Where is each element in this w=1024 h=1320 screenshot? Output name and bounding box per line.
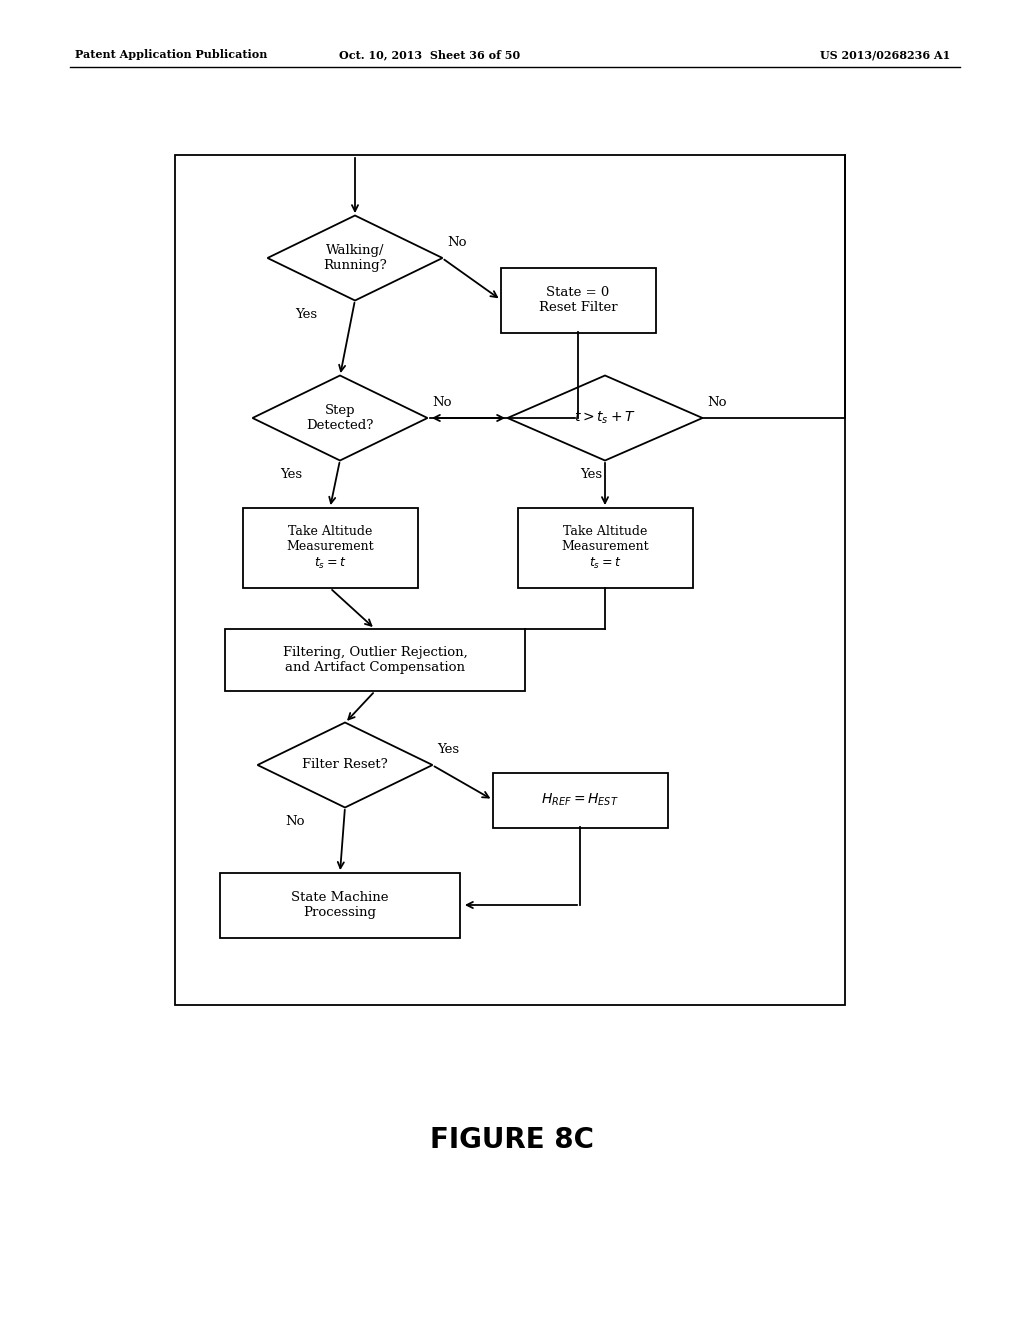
Text: State Machine
Processing: State Machine Processing — [291, 891, 389, 919]
Text: Patent Application Publication: Patent Application Publication — [75, 49, 267, 61]
Text: US 2013/0268236 A1: US 2013/0268236 A1 — [820, 49, 950, 61]
Text: Step
Detected?: Step Detected? — [306, 404, 374, 432]
Text: State = 0
Reset Filter: State = 0 Reset Filter — [539, 286, 617, 314]
Bar — [220, 873, 460, 937]
Text: No: No — [432, 396, 452, 409]
Bar — [501, 268, 655, 333]
Text: $H_{REF} = H_{EST}$: $H_{REF} = H_{EST}$ — [541, 792, 618, 808]
Text: Yes: Yes — [295, 308, 317, 321]
Bar — [517, 508, 692, 587]
Text: No: No — [707, 396, 726, 409]
Text: Oct. 10, 2013  Sheet 36 of 50: Oct. 10, 2013 Sheet 36 of 50 — [339, 49, 520, 61]
Text: Take Altitude
Measurement
$t_s = t$: Take Altitude Measurement $t_s = t$ — [286, 525, 374, 570]
Bar — [175, 154, 845, 1005]
Text: No: No — [447, 236, 467, 249]
Text: Filter Reset?: Filter Reset? — [302, 759, 388, 771]
Bar — [225, 630, 525, 690]
Polygon shape — [257, 722, 432, 808]
Text: Yes: Yes — [580, 469, 602, 480]
Text: Yes: Yes — [280, 469, 302, 480]
Polygon shape — [508, 375, 702, 461]
Polygon shape — [253, 375, 427, 461]
Bar — [493, 772, 668, 828]
Text: Yes: Yes — [437, 743, 459, 756]
Text: Walking/
Running?: Walking/ Running? — [324, 244, 387, 272]
Bar — [243, 508, 418, 587]
Text: FIGURE 8C: FIGURE 8C — [430, 1126, 594, 1154]
Text: Filtering, Outlier Rejection,
and Artifact Compensation: Filtering, Outlier Rejection, and Artifa… — [283, 645, 467, 675]
Text: $t > t_s + T$: $t > t_s + T$ — [574, 409, 636, 426]
Text: Take Altitude
Measurement
$t_s = t$: Take Altitude Measurement $t_s = t$ — [561, 525, 649, 570]
Polygon shape — [267, 215, 442, 301]
Text: No: No — [285, 814, 304, 828]
